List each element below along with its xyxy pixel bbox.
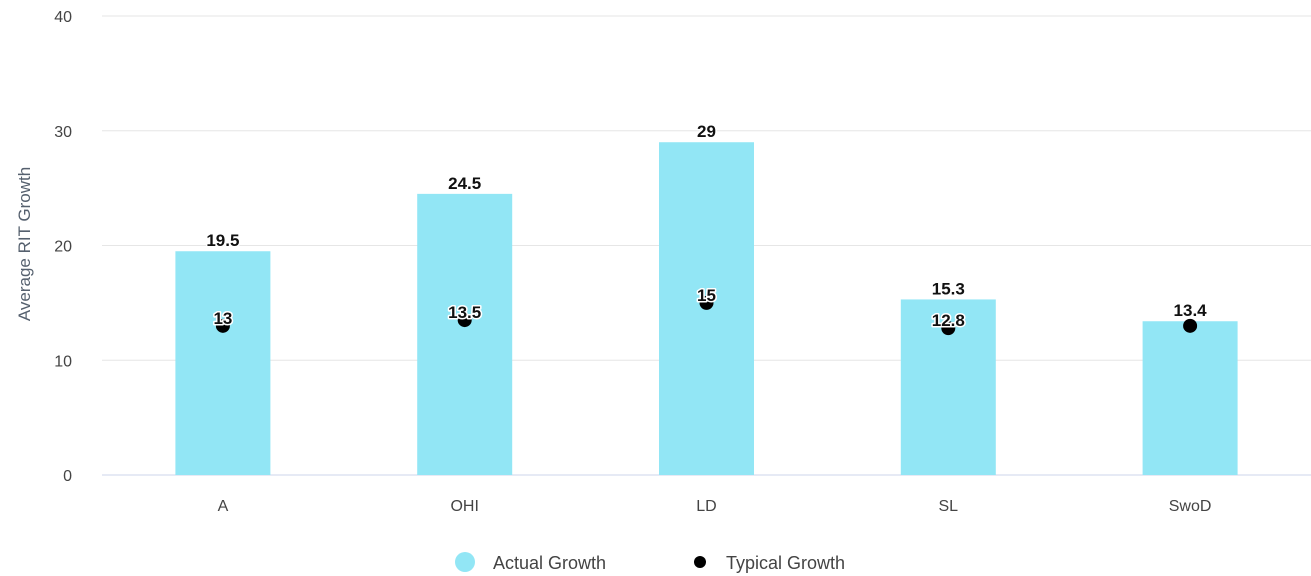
x-tick-label: A — [218, 498, 229, 515]
point-A — [215, 318, 230, 333]
point-SL — [941, 321, 956, 336]
point-data-label: 13.5 — [448, 303, 481, 322]
y-tick-label: 10 — [54, 353, 72, 370]
bar-A — [175, 251, 271, 475]
scatter-series-typical-growth — [215, 295, 1198, 336]
bar-SwoD — [1142, 321, 1238, 475]
y-axis: 0 10 20 30 40 — [54, 9, 72, 485]
point-SwoD — [1183, 318, 1198, 333]
x-tick-label: SwoD — [1169, 498, 1212, 515]
point-data-label: 12.8 — [932, 311, 965, 330]
y-axis-title: Average RIT Growth — [15, 167, 34, 321]
legend-marker — [694, 556, 706, 568]
bar-data-label: 19.5 — [206, 231, 239, 250]
x-axis: A OHI LD SL SwoD — [218, 498, 1212, 515]
legend: Actual Growth Typical Growth — [455, 552, 845, 573]
bar-OHI — [417, 193, 513, 476]
legend-label: Actual Growth — [493, 553, 606, 573]
bar-data-label: 15.3 — [932, 279, 965, 298]
y-tick-label: 0 — [63, 468, 72, 485]
legend-marker — [455, 552, 475, 572]
point-LD — [699, 295, 714, 310]
point-OHI — [457, 313, 472, 328]
data-labels: 19.5 24.5 29 15.3 13.4 13 13.5 15 12.8 — [205, 121, 1209, 332]
y-tick-label: 30 — [54, 124, 72, 141]
bar-data-label: 29 — [697, 122, 716, 141]
bar-data-label: 13.4 — [1174, 301, 1208, 320]
y-tick-label: 20 — [54, 239, 72, 256]
y-tick-label: 40 — [54, 9, 72, 26]
point-data-label: 13 — [213, 309, 232, 328]
bar-data-label: 24.5 — [448, 174, 481, 193]
legend-label: Typical Growth — [726, 553, 845, 573]
x-tick-label: LD — [696, 498, 716, 515]
x-tick-label: SL — [939, 498, 959, 515]
point-data-label: 15 — [697, 286, 716, 305]
x-tick-label: OHI — [450, 498, 478, 515]
